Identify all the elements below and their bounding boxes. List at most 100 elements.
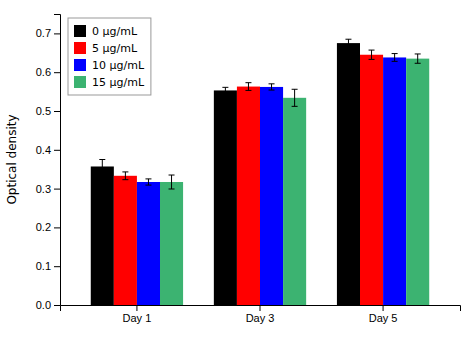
error-bar [169,175,175,189]
error-bar-stem [102,160,103,174]
y-axis-title: Optical density [5,114,19,204]
error-bar-cap [245,82,251,83]
legend-swatch [74,25,86,37]
series [91,39,360,305]
error-bar-stem [125,172,126,180]
error-bar-stem [225,87,226,93]
y-tick-label: 0.4 [36,144,51,156]
error-bar-cap [392,53,398,54]
error-bar-cap [99,159,105,160]
x-tick: Day 3 [246,305,275,324]
x-axis: Day 1 Day 3 Day 5 [61,305,461,324]
error-bar-cap [99,173,105,174]
error-bar-cap [145,178,151,179]
error-bar [269,84,275,90]
y-tick: 0.2 [36,221,60,233]
y-tick: 0.5 [36,105,60,117]
bar [114,176,137,305]
legend-item: 0 μg/mL [74,25,138,38]
y-tick-mark [54,150,60,151]
x-tick-mark [136,305,137,311]
y-tick-label: 0.7 [36,27,51,39]
error-bar-stem [394,54,395,62]
y-axis: 0.0 0.1 0.2 0.3 0.4 0.5 0.6 0.7 [36,15,61,312]
bar [360,55,383,305]
y-tick-mark [54,266,60,267]
error-bar-cap [292,106,298,107]
legend-label: 10 μg/mL [92,59,145,72]
x-tick-label: Day 5 [369,312,398,324]
series [114,50,383,305]
error-bar-cap [245,90,251,91]
error-bar-cap [369,50,375,51]
y-tick-mark [54,111,60,112]
series [160,54,429,305]
legend-swatch [74,42,86,54]
legend: 0 μg/mL 5 μg/mL 10 μg/mL 15 μg/mL [68,18,151,95]
y-tick-label: 0.6 [36,66,51,78]
y-tick: 0.3 [36,183,60,195]
legend-label: 0 μg/mL [92,25,138,38]
y-tick-label: 0.5 [36,105,51,117]
y-tick-label: 0.1 [36,260,51,272]
legend-swatch [74,76,86,88]
y-tick-label: 0.2 [36,221,51,233]
legend-item: 10 μg/mL [74,59,145,72]
error-bar-cap [415,63,421,64]
y-tick: 0.7 [36,27,60,39]
x-tick-label: Day 3 [246,312,275,324]
x-tick-label: Day 1 [123,312,152,324]
y-tick: 0.4 [36,144,60,156]
bar [237,87,260,305]
error-bar [345,39,351,47]
marks [91,39,429,305]
bar [260,87,283,305]
legend-frame [68,18,151,95]
error-bar [415,54,421,63]
y-tick-mark [54,33,60,34]
error-bar-cap [369,59,375,60]
bar [406,59,429,305]
error-bar-cap [392,61,398,62]
error-bar [369,50,375,59]
error-bar [99,160,105,174]
y-tick: 0.0 [36,299,60,311]
y-tick: 0.1 [36,260,60,272]
error-bar-stem [294,89,295,106]
error-bar-stem [371,50,372,59]
y-tick-mark [54,227,60,228]
y-tick-mark [54,189,60,190]
error-bar-cap [169,188,175,189]
legend-label: 15 μg/mL [92,76,145,89]
error-bar-cap [269,83,275,84]
error-bar-cap [122,171,128,172]
error-bar-cap [415,53,421,54]
error-bar-cap [269,90,275,91]
y-tick-label: 0.0 [36,299,51,311]
legend-item: 5 μg/mL [74,42,138,55]
error-bar-cap [145,185,151,186]
bar [214,90,237,305]
error-bar [122,172,128,180]
y-axis-line [54,15,61,306]
bar [337,43,360,305]
error-bar-stem [348,39,349,47]
error-bar-stem [248,83,249,91]
series [137,54,406,305]
bar [283,98,306,305]
bar [137,182,160,305]
plot: 0.0 0.1 0.2 0.3 0.4 0.5 0.6 0.7 Day 1 Day 3 Day 5 0… [36,15,461,324]
bar [383,57,406,305]
error-bar-cap [122,179,128,180]
y-tick-label: 0.3 [36,183,51,195]
y-tick-mark [54,305,60,306]
error-bar [392,54,398,62]
x-axis-line [61,306,461,312]
chart: 0.0 0.1 0.2 0.3 0.4 0.5 0.6 0.7 Day 1 Day 3 Day 5 0… [0,0,474,339]
error-bar [145,179,151,185]
error-bar [292,89,298,106]
legend-item: 15 μg/mL [74,76,145,89]
legend-swatch [74,59,86,71]
x-tick: Day 1 [123,305,152,324]
error-bar-stem [148,179,149,185]
